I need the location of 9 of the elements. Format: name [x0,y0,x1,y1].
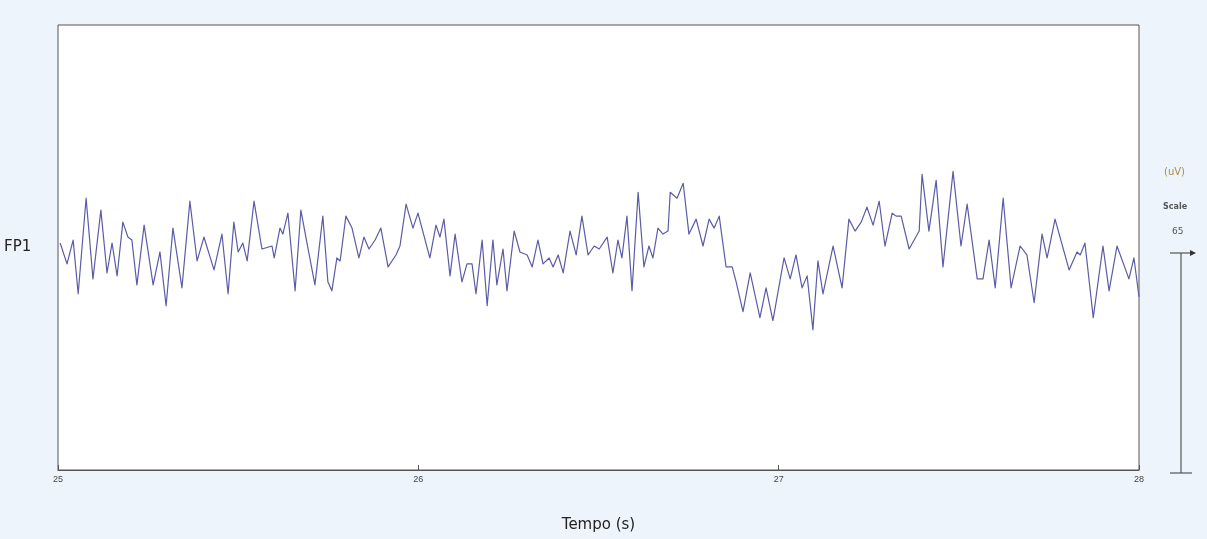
x-axis-title: Tempo (s) [560,514,636,533]
text: FP1 [4,236,32,255]
x-tick-label: 25 [52,473,64,484]
x-tick-label: 28 [1133,473,1145,484]
text: (uV) [1164,165,1186,177]
text: Scale [1163,201,1188,211]
x-tick-label: 26 [413,473,424,484]
text: 65 [1172,225,1184,236]
x-tick-label: 27 [773,473,784,484]
